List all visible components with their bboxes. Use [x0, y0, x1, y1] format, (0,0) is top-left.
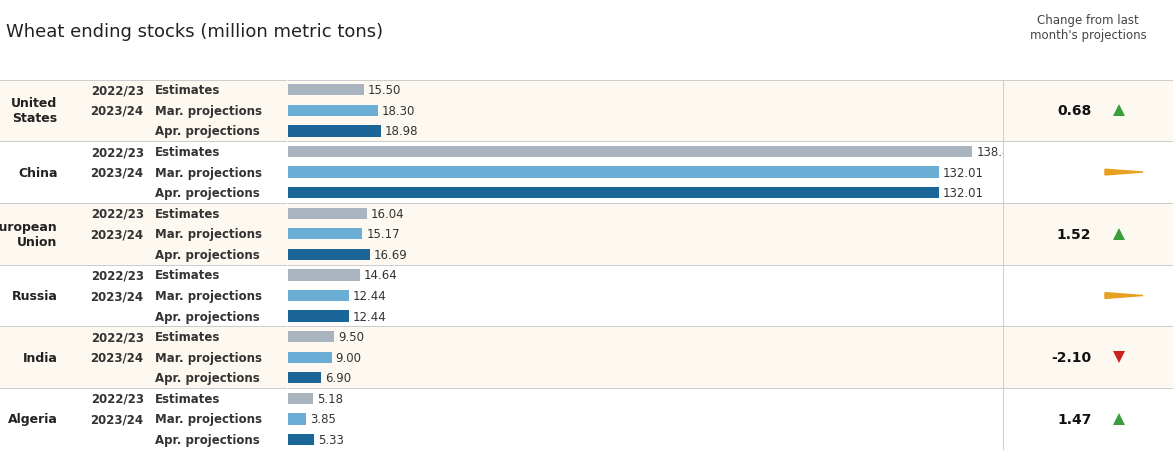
Text: Apr. projections: Apr. projections — [155, 248, 260, 261]
Bar — [287, 434, 313, 445]
Polygon shape — [1105, 170, 1143, 176]
Text: Apr. projections: Apr. projections — [155, 371, 260, 385]
Text: 2023/24: 2023/24 — [90, 413, 143, 425]
Text: Change from last
month's projections: Change from last month's projections — [1030, 14, 1146, 42]
Text: 18.98: 18.98 — [385, 125, 419, 138]
Bar — [287, 106, 378, 117]
Bar — [287, 167, 938, 179]
Text: 132.01: 132.01 — [943, 166, 984, 179]
Text: Estimates: Estimates — [155, 146, 221, 159]
Text: 2022/23: 2022/23 — [90, 269, 143, 282]
Text: Estimates: Estimates — [155, 269, 221, 282]
Text: Mar. projections: Mar. projections — [155, 413, 263, 425]
Text: 6.90: 6.90 — [325, 371, 352, 385]
Bar — [287, 146, 972, 158]
Text: 5.18: 5.18 — [317, 392, 343, 405]
Bar — [287, 208, 366, 219]
Text: China: China — [18, 166, 57, 179]
Text: Estimates: Estimates — [155, 207, 221, 220]
Text: 2023/24: 2023/24 — [90, 228, 143, 241]
Text: 2022/23: 2022/23 — [90, 207, 143, 220]
Text: 2023/24: 2023/24 — [90, 289, 143, 302]
Text: 2022/23: 2022/23 — [90, 84, 143, 97]
Text: 2022/23: 2022/23 — [90, 392, 143, 405]
Bar — [287, 249, 369, 260]
Text: 132.01: 132.01 — [943, 187, 984, 200]
Text: 9.00: 9.00 — [335, 351, 361, 364]
Text: 2022/23: 2022/23 — [90, 330, 143, 343]
Text: India: India — [22, 351, 57, 364]
Text: Apr. projections: Apr. projections — [155, 433, 260, 446]
Text: United
States: United States — [12, 97, 57, 125]
Text: Mar. projections: Mar. projections — [155, 166, 263, 179]
Text: Mar. projections: Mar. projections — [155, 105, 263, 118]
Text: Mar. projections: Mar. projections — [155, 228, 263, 241]
Bar — [287, 270, 360, 281]
Text: 0.68: 0.68 — [1057, 104, 1091, 118]
Text: 2023/24: 2023/24 — [90, 166, 143, 179]
Bar — [287, 414, 306, 425]
Text: Apr. projections: Apr. projections — [155, 310, 260, 323]
Text: 2022/23: 2022/23 — [90, 146, 143, 159]
Text: 138.82: 138.82 — [976, 146, 1017, 159]
Polygon shape — [1105, 293, 1143, 299]
Text: European
Union: European Union — [0, 220, 57, 248]
Text: Mar. projections: Mar. projections — [155, 351, 263, 364]
Bar — [287, 85, 364, 96]
Text: 3.85: 3.85 — [311, 413, 337, 425]
Text: Apr. projections: Apr. projections — [155, 187, 260, 200]
Bar — [287, 126, 381, 137]
Text: Estimates: Estimates — [155, 392, 221, 405]
Bar — [287, 290, 348, 302]
Text: Estimates: Estimates — [155, 330, 221, 343]
Text: 15.17: 15.17 — [366, 228, 400, 241]
Text: Mar. projections: Mar. projections — [155, 289, 263, 302]
Text: Wheat ending stocks (million metric tons): Wheat ending stocks (million metric tons… — [6, 23, 384, 41]
Bar — [287, 188, 938, 199]
Text: 18.30: 18.30 — [381, 105, 415, 118]
Text: -2.10: -2.10 — [1051, 351, 1091, 364]
Text: Russia: Russia — [12, 289, 57, 302]
Text: 14.64: 14.64 — [364, 269, 398, 282]
Text: Algeria: Algeria — [7, 413, 57, 425]
Text: 16.69: 16.69 — [374, 248, 407, 261]
Text: 9.50: 9.50 — [338, 330, 364, 343]
Text: Apr. projections: Apr. projections — [155, 125, 260, 138]
Text: Estimates: Estimates — [155, 84, 221, 97]
Text: 1.52: 1.52 — [1057, 227, 1091, 241]
Bar — [287, 352, 332, 363]
Text: 2023/24: 2023/24 — [90, 105, 143, 118]
Text: 5.33: 5.33 — [318, 433, 344, 446]
Text: 12.44: 12.44 — [353, 289, 386, 302]
Text: 12.44: 12.44 — [353, 310, 386, 323]
Bar — [287, 311, 348, 322]
Bar — [287, 372, 321, 384]
Text: 16.04: 16.04 — [371, 207, 405, 220]
Text: 15.50: 15.50 — [368, 84, 401, 97]
Bar — [287, 393, 313, 404]
Text: 2023/24: 2023/24 — [90, 351, 143, 364]
Text: 1.47: 1.47 — [1057, 412, 1091, 426]
Bar — [287, 331, 334, 342]
Bar — [287, 229, 362, 240]
